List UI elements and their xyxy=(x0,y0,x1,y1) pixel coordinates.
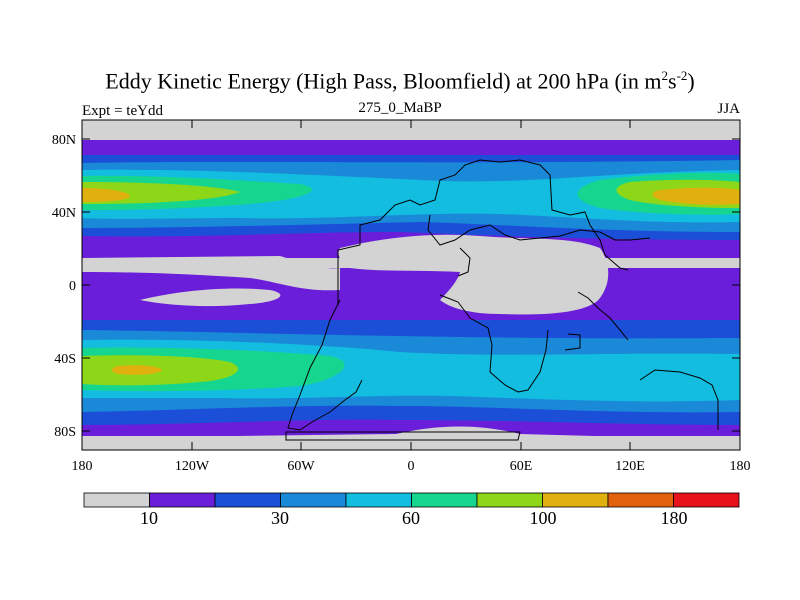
southern-storm-track xyxy=(82,320,740,425)
lon-tick-label: 180 xyxy=(72,459,93,474)
lon-tick-label: 120W xyxy=(175,459,210,474)
lat-tick-label: 80N xyxy=(52,133,76,148)
lat-tick-label: 40S xyxy=(54,352,76,367)
colorbar-swatch xyxy=(149,492,216,508)
colorbar-label: 180 xyxy=(661,508,688,528)
lon-tick-label: 60W xyxy=(287,459,315,474)
coastlines xyxy=(285,159,719,441)
map-title: Eddy Kinetic Energy (High Pass, Bloomfie… xyxy=(105,68,695,94)
latitude-axis: 80N 40N 0 40S 80S xyxy=(52,133,740,440)
contour-field xyxy=(82,120,740,450)
colorbar-swatch xyxy=(476,492,543,508)
lon-tick-label: 120E xyxy=(615,459,645,474)
map-subtitle: 275_0_MaBP xyxy=(358,100,442,116)
colorbar-swatch xyxy=(345,492,412,508)
lon-tick-label: 0 xyxy=(408,459,415,474)
colorbar-label: 100 xyxy=(530,508,557,528)
experiment-label: Expt = teYdd xyxy=(82,103,163,119)
colorbar-swatch xyxy=(607,492,674,508)
colorbar-label: 10 xyxy=(140,508,158,528)
colorbar-swatch xyxy=(673,492,740,508)
lon-tick-label: 180 xyxy=(730,459,751,474)
longitude-axis: 180 120W 60W 0 60E 120E 180 xyxy=(72,120,751,474)
lat-tick-label: 0 xyxy=(69,279,76,294)
lat-tick-label: 80S xyxy=(54,425,76,440)
colorbar-label: 30 xyxy=(271,508,289,528)
low-energy-regions xyxy=(82,234,740,450)
colorbar xyxy=(83,492,740,508)
colorbar-swatch xyxy=(83,492,150,508)
northern-storm-track xyxy=(82,155,740,240)
colorbar-label: 60 xyxy=(402,508,420,528)
colorbar-swatch xyxy=(280,492,347,508)
colorbar-labels: 10 30 60 100 180 xyxy=(140,508,688,528)
lat-tick-label: 40N xyxy=(52,206,76,221)
season-label: JJA xyxy=(717,101,740,117)
colorbar-swatch xyxy=(411,492,478,508)
colorbar-swatch xyxy=(214,492,281,508)
colorbar-swatch xyxy=(542,492,609,508)
lon-tick-label: 60E xyxy=(510,459,533,474)
